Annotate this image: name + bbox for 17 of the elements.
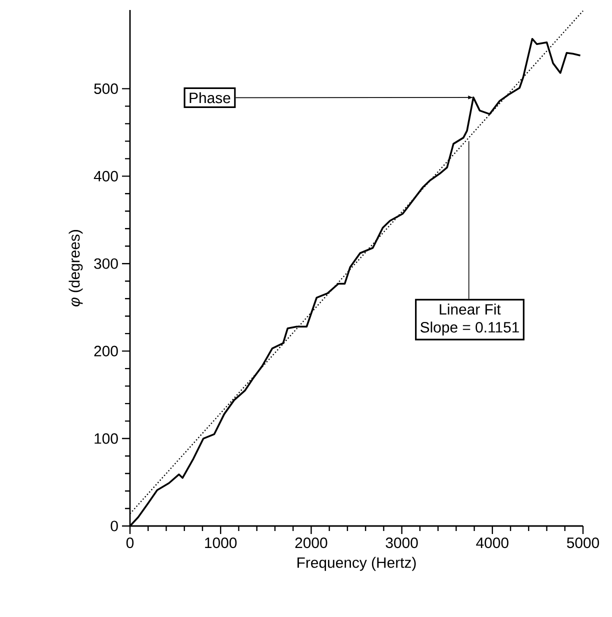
y-tick-label: 400 [94, 170, 118, 182]
y-tick-label: 500 [94, 83, 118, 94]
x-axis-title: Frequency (Hertz) [298, 556, 416, 571]
y-tick-label: 100 [94, 433, 118, 444]
x-tick-label: 0 [126, 538, 134, 548]
x-tick-label: 5000 [566, 538, 600, 548]
x-tick-label: 1000 [205, 538, 237, 548]
y-axis-title: φ (degrees) [68, 230, 83, 306]
x-tick-label: 2000 [295, 538, 328, 548]
annotation: Phase [190, 92, 230, 104]
annotation: Slope = 0.1151 [420, 322, 519, 336]
annotation: Linear Fit [440, 304, 501, 315]
x-tick-label: 3000 [386, 538, 418, 548]
x-tick-label: 4000 [476, 538, 508, 548]
y-tick-label: 0 [110, 520, 118, 532]
y-tick-label: 200 [94, 346, 118, 356]
y-tick-label: 300 [94, 258, 118, 269]
